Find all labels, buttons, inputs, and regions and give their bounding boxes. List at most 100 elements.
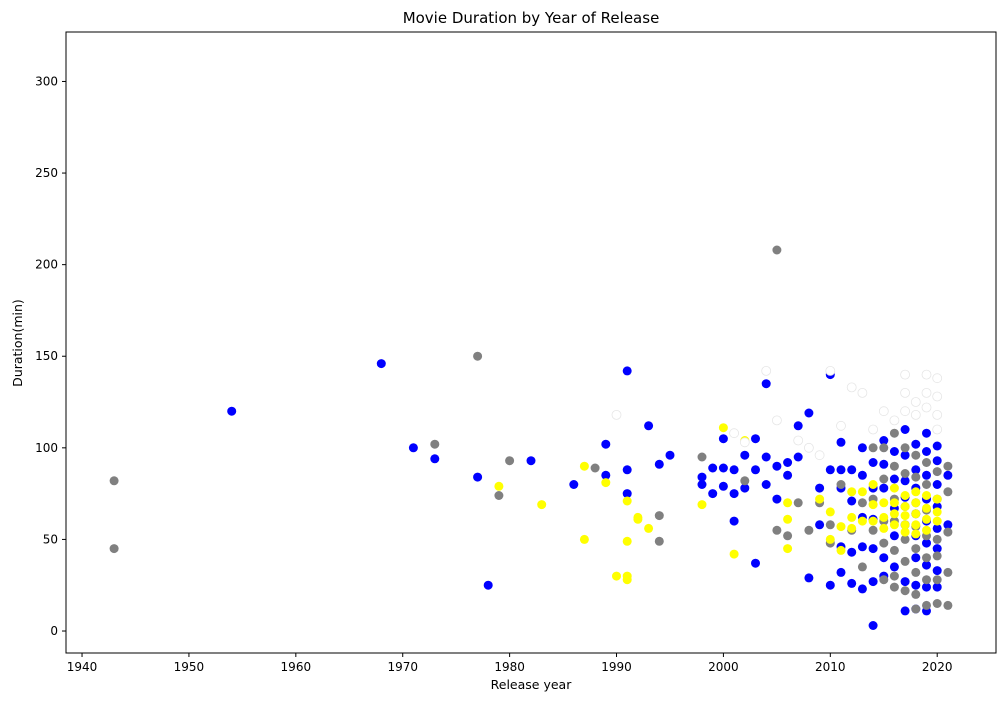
data-point-blue (943, 470, 953, 480)
data-point-yellow (911, 520, 921, 530)
data-point-gray (879, 575, 889, 585)
data-point-blue (922, 428, 931, 438)
data-point-yellow (494, 481, 504, 491)
y-tick-label: 250 (35, 166, 58, 180)
data-point-yellow (783, 514, 793, 524)
data-point-gray (911, 604, 921, 614)
data-point-blue (879, 553, 889, 563)
data-point-yellow (825, 534, 835, 544)
data-point-blue (804, 408, 814, 418)
data-point-white (921, 369, 932, 380)
x-tick-label: 1990 (601, 660, 632, 674)
data-point-white (900, 406, 910, 417)
data-point-white (900, 387, 910, 398)
data-point-blue (900, 577, 910, 587)
data-point-gray (922, 600, 931, 610)
data-point-gray (772, 525, 782, 535)
data-point-blue (911, 439, 921, 449)
data-point-gray (473, 351, 483, 361)
data-point-gray (911, 472, 921, 482)
data-point-yellow (922, 491, 931, 500)
data-point-yellow (889, 509, 899, 519)
data-point-blue (708, 463, 718, 473)
data-point-yellow (622, 575, 632, 585)
x-tick-label: 1940 (67, 660, 98, 674)
data-point-yellow (579, 534, 589, 544)
data-point-yellow (900, 491, 910, 500)
data-point-yellow (537, 500, 547, 510)
data-point-gray (943, 487, 953, 497)
data-point-white (932, 373, 943, 384)
data-point-gray (932, 575, 942, 585)
data-point-gray (740, 476, 750, 486)
data-point-blue (697, 472, 707, 482)
data-point-yellow (932, 507, 942, 517)
data-point-yellow (622, 536, 632, 546)
data-point-gray (900, 469, 910, 478)
data-point-yellow (783, 498, 793, 508)
data-point-gray (922, 480, 931, 489)
data-point-blue (430, 454, 440, 464)
y-axis-title: Duration(min) (10, 299, 25, 387)
data-point-yellow (579, 461, 589, 471)
data-point-blue (836, 465, 846, 475)
data-point-gray (943, 527, 953, 537)
data-point-gray (505, 456, 515, 466)
data-point-gray (825, 520, 835, 530)
data-point-gray (889, 428, 899, 438)
data-point-blue (889, 447, 899, 456)
data-point-yellow (847, 487, 857, 497)
data-point-white (804, 442, 814, 453)
data-point-gray (868, 443, 878, 453)
data-point-blue (622, 465, 632, 475)
data-point-gray (654, 536, 664, 546)
data-point-gray (857, 562, 867, 572)
data-point-yellow (868, 500, 878, 510)
data-point-blue (729, 465, 739, 475)
data-point-yellow (911, 529, 921, 539)
data-point-blue (900, 450, 910, 460)
data-point-blue (718, 463, 728, 473)
data-point-gray (922, 553, 931, 563)
data-point-blue (932, 523, 942, 533)
data-point-yellow (847, 512, 857, 522)
x-tick-label: 1960 (281, 660, 312, 674)
data-point-gray (889, 582, 899, 592)
data-point-blue (932, 456, 942, 466)
data-point-blue (708, 489, 718, 499)
data-point-white (846, 382, 857, 393)
data-point-blue (911, 465, 921, 475)
data-point-blue (729, 489, 739, 499)
data-point-blue (847, 496, 857, 506)
data-point-yellow (601, 478, 611, 488)
data-point-white (932, 391, 943, 402)
data-point-blue (601, 439, 611, 449)
x-tick-label: 2000 (708, 660, 739, 674)
data-point-blue (793, 452, 803, 462)
data-point-blue (761, 480, 771, 489)
data-point-white (814, 450, 825, 461)
data-point-white (729, 428, 739, 439)
data-point-blue (922, 582, 931, 592)
data-point-white (878, 406, 889, 417)
data-point-gray (772, 245, 782, 255)
data-point-white (857, 387, 868, 398)
data-point-blue (889, 474, 899, 484)
data-point-yellow (783, 544, 793, 554)
plot-frame (65, 31, 997, 654)
data-point-white (910, 409, 921, 420)
data-point-blue (804, 573, 814, 583)
data-point-white (739, 437, 750, 448)
data-point-blue (836, 437, 846, 447)
x-axis-title: Release year (491, 677, 573, 692)
data-point-yellow (900, 511, 910, 521)
data-point-white (836, 420, 846, 431)
data-point-blue (847, 465, 857, 475)
data-point-blue (793, 421, 803, 431)
data-point-white (611, 409, 622, 420)
data-point-gray (889, 461, 899, 471)
data-point-blue (889, 531, 899, 541)
data-point-blue (729, 516, 739, 526)
